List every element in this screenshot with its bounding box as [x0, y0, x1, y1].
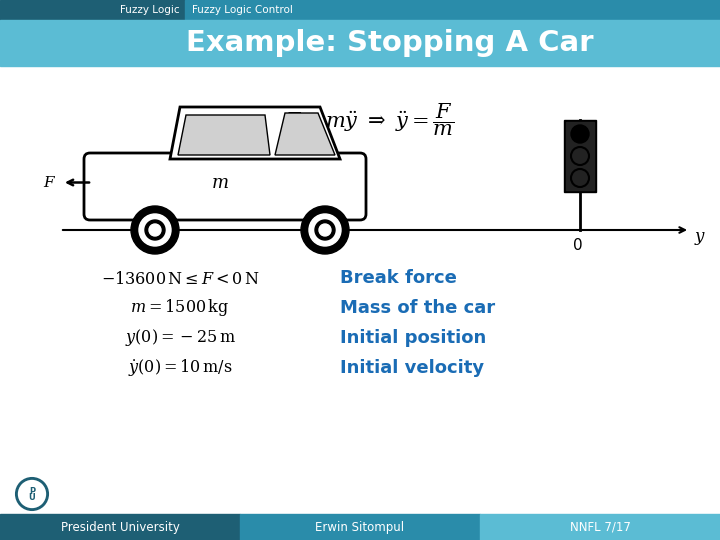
Circle shape [145, 220, 165, 240]
Text: $m = 1500\,\mathrm{kg}$: $m = 1500\,\mathrm{kg}$ [130, 298, 230, 319]
Text: $\dot{y}(0) = 10\,\mathrm{m/s}$: $\dot{y}(0) = 10\,\mathrm{m/s}$ [127, 357, 233, 379]
Text: Fuzzy Logic Control: Fuzzy Logic Control [192, 5, 293, 15]
FancyBboxPatch shape [84, 153, 366, 220]
Text: $-13600\,\mathrm{N} \leq F < 0\,\mathrm{N}$: $-13600\,\mathrm{N} \leq F < 0\,\mathrm{… [101, 269, 259, 287]
Circle shape [131, 206, 179, 254]
Circle shape [571, 125, 589, 143]
Circle shape [309, 214, 341, 246]
Circle shape [319, 224, 331, 236]
Text: Fuzzy Logic: Fuzzy Logic [120, 5, 180, 15]
Bar [0, 20, 720, 66]
Text: $y$: $y$ [694, 229, 706, 247]
Polygon shape [170, 107, 340, 159]
Text: President University: President University [60, 521, 179, 534]
Polygon shape [275, 113, 335, 155]
Bar [564, 120, 596, 192]
Text: U: U [29, 494, 35, 503]
Text: Erwin Sitompul: Erwin Sitompul [315, 521, 405, 534]
Circle shape [301, 206, 349, 254]
Text: $y(0) = -25\,\mathrm{m}$: $y(0) = -25\,\mathrm{m}$ [125, 327, 235, 348]
Bar [0, 0, 720, 20]
Text: $F$: $F$ [42, 175, 56, 190]
Bar [566, 122, 594, 190]
Text: Example: Stopping A Car: Example: Stopping A Car [186, 29, 594, 57]
Text: $m$: $m$ [211, 173, 229, 192]
Text: NNFL 7/17: NNFL 7/17 [570, 521, 631, 534]
Circle shape [16, 478, 48, 510]
Circle shape [149, 224, 161, 236]
Circle shape [315, 220, 335, 240]
Bar [240, 514, 480, 540]
Text: Initial position: Initial position [340, 329, 486, 347]
Text: Initial velocity: Initial velocity [340, 359, 484, 377]
Bar [185, 0, 720, 20]
Text: Break force: Break force [340, 269, 457, 287]
Circle shape [139, 214, 171, 246]
Polygon shape [178, 115, 270, 155]
Bar [480, 514, 720, 540]
Text: Mass of the car: Mass of the car [340, 299, 495, 317]
Bar [0, 514, 240, 540]
Text: 0: 0 [573, 239, 582, 253]
Text: P: P [29, 487, 35, 496]
Text: $F = m\ddot{y}\ \Rightarrow\ \ddot{y} = \dfrac{F}{m}$: $F = m\ddot{y}\ \Rightarrow\ \ddot{y} = … [285, 102, 455, 138]
